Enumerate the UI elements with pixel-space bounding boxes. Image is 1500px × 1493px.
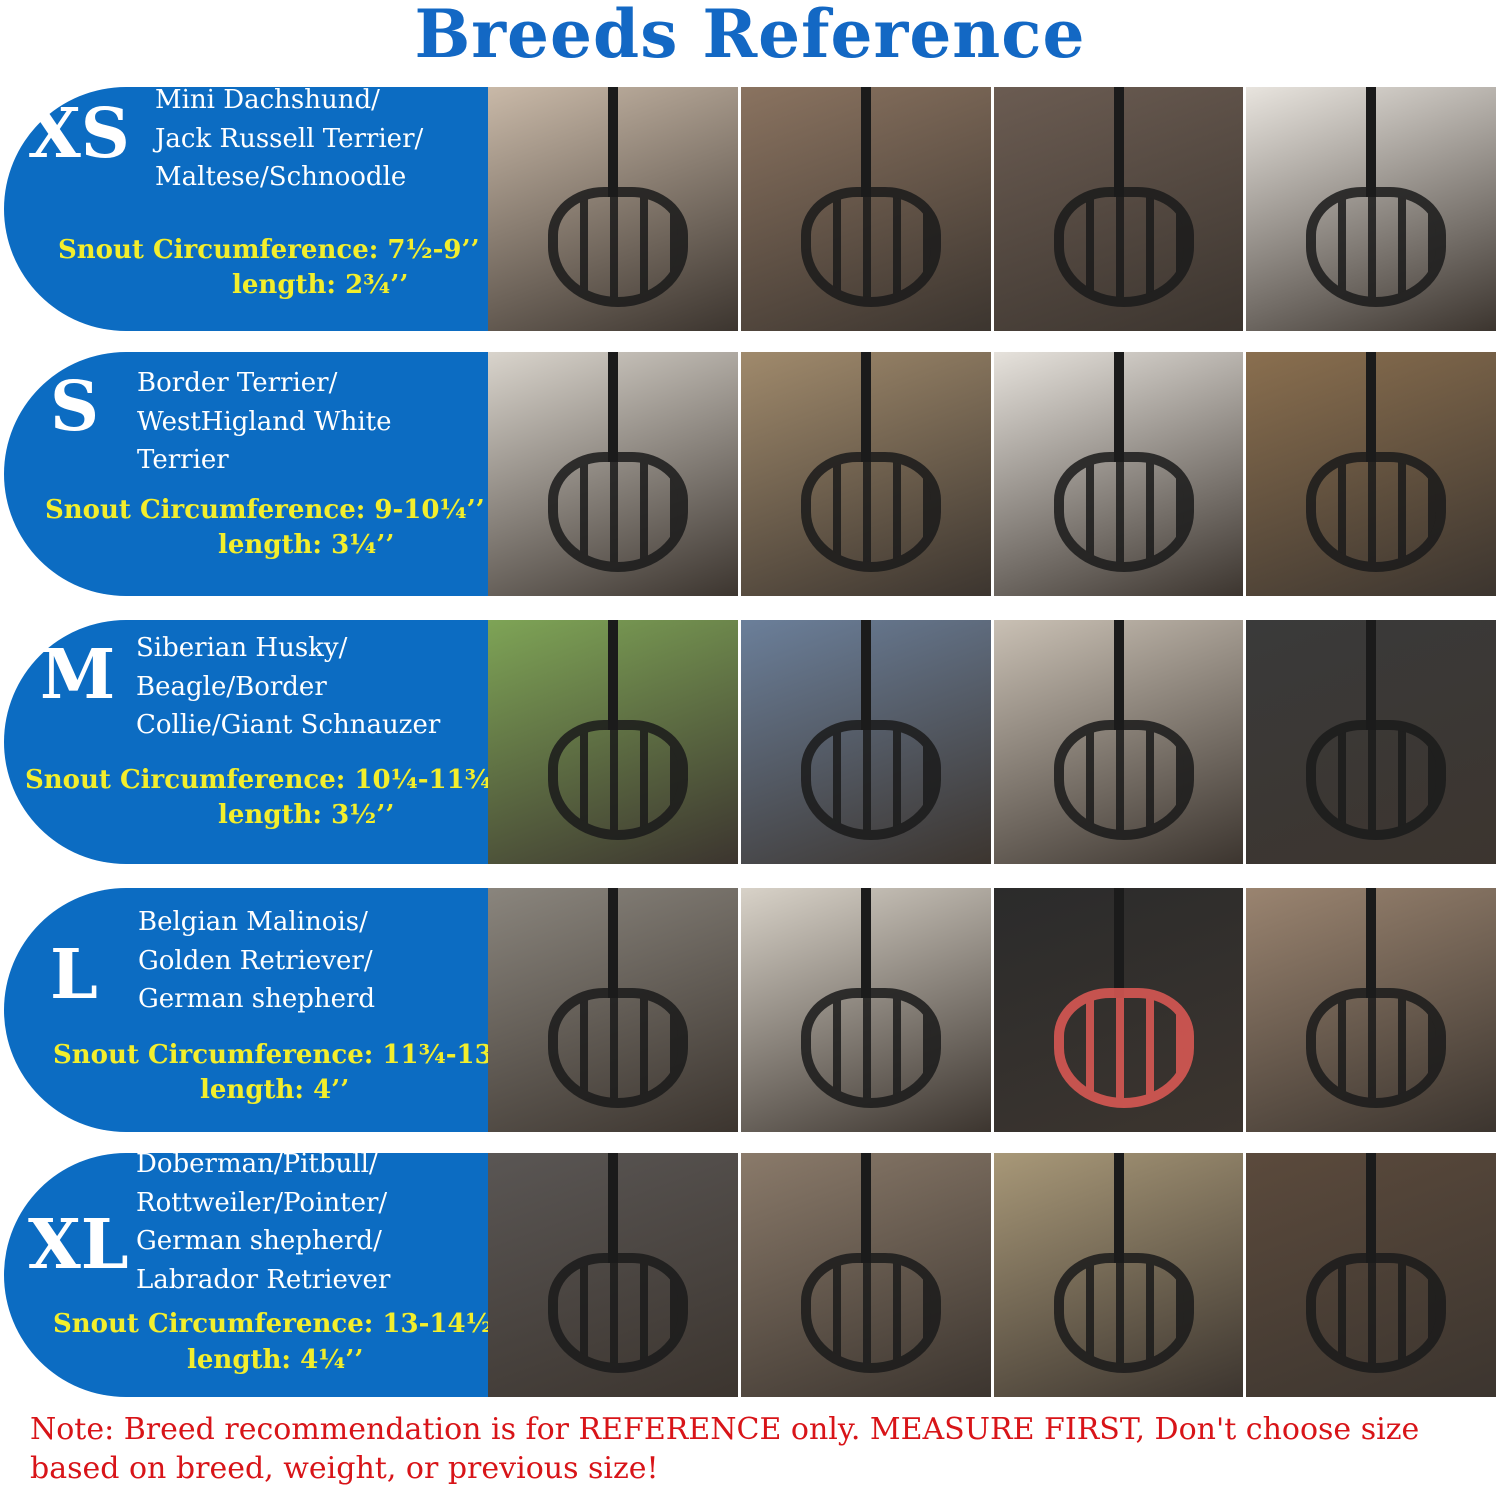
dog-photo [488,352,738,596]
photo-strip [488,352,1496,596]
snout-length: length: 3¼’’ [218,530,395,560]
dog-photo [740,1153,991,1397]
muzzle-icon [1053,452,1194,572]
dog-photo [740,620,991,864]
size-row-m: M Siberian Husky/ Beagle/Border Collie/G… [0,620,1500,864]
photo-strip [488,620,1496,864]
photo-strip [488,1153,1496,1397]
muzzle-strap [608,1153,618,1263]
dog-photo [1246,352,1496,596]
muzzle-icon [1053,988,1194,1108]
snout-length: length: 3½’’ [218,800,395,830]
dog-photo [1246,87,1496,331]
dog-photo [488,888,738,1132]
dog-photo [1246,620,1496,864]
size-panel: XL Doberman/Pitbull/ Rottweiler/Pointer/… [4,1149,511,1397]
snout-length: length: 2¾’’ [232,270,409,300]
muzzle-strap [860,888,871,998]
muzzle-icon [548,452,688,572]
breed-list: Belgian Malinois/ Golden Retriever/ Germ… [138,907,376,1014]
photo-strip [488,87,1496,331]
size-label: S [50,367,100,447]
dog-photo [740,888,991,1132]
muzzle-icon [800,452,941,572]
snout-circumference: Snout Circumference: 7½-9’’ [58,235,480,265]
muzzle-strap [1366,888,1377,998]
size-panel: L Belgian Malinois/ Golden Retriever/ Ge… [4,888,511,1132]
muzzle-icon [548,187,688,307]
muzzle-icon [1306,720,1447,840]
size-label: M [40,635,116,715]
muzzle-icon [800,187,941,307]
dog-photo [993,87,1244,331]
muzzle-icon [1306,1253,1447,1373]
muzzle-icon [1306,187,1447,307]
snout-circumference: Snout Circumference: 11¾-13’’ [53,1040,511,1070]
page-title: Breeds Reference [414,0,1086,73]
muzzle-icon [800,1253,941,1373]
size-label: XL [28,1205,129,1285]
size-row-xs: XS Mini Dachshund/ Jack Russell Terrier/… [0,85,1500,331]
muzzle-strap [1113,620,1124,730]
snout-length: length: 4’’ [200,1075,350,1105]
dog-photo [1246,1153,1496,1397]
dog-photo [488,87,738,331]
photo-strip [488,888,1496,1132]
dog-photo [993,888,1244,1132]
muzzle-strap [1366,1153,1377,1263]
muzzle-icon [800,720,941,840]
dog-photo [740,87,991,331]
muzzle-strap [608,620,618,730]
dog-photo [993,1153,1244,1397]
muzzle-strap [608,888,618,998]
size-row-xl: XL Doberman/Pitbull/ Rottweiler/Pointer/… [0,1149,1500,1397]
muzzle-icon [548,1253,688,1373]
muzzle-icon [1306,452,1447,572]
muzzle-strap [1113,888,1124,998]
size-panel: M Siberian Husky/ Beagle/Border Collie/G… [4,620,510,864]
size-panel: S Border Terrier/ WestHigland White Terr… [4,352,490,596]
muzzle-icon [1053,720,1194,840]
muzzle-strap [1366,87,1377,197]
muzzle-icon [1053,187,1194,307]
muzzle-strap [860,1153,871,1263]
size-row-l: L Belgian Malinois/ Golden Retriever/ Ge… [0,888,1500,1132]
snout-circumference: Snout Circumference: 13-14½’’ [53,1309,511,1339]
snout-circumference: Snout Circumference: 10¼-11¾’’ [25,765,510,795]
muzzle-icon [548,988,688,1108]
dog-photo [1246,888,1496,1132]
dog-photo [993,620,1244,864]
size-label: L [50,935,98,1015]
dog-photo [993,352,1244,596]
muzzle-icon [548,720,688,840]
breed-list: Doberman/Pitbull/ Rottweiler/Pointer/ Ge… [136,1149,391,1295]
dog-photo [488,620,738,864]
muzzle-strap [1366,620,1377,730]
snout-length: length: 4¼’’ [187,1345,364,1375]
size-row-s: S Border Terrier/ WestHigland White Terr… [0,352,1500,596]
muzzle-strap [1113,352,1124,462]
muzzle-strap [860,352,871,462]
breed-list: Siberian Husky/ Beagle/Border Collie/Gia… [136,633,441,740]
muzzle-strap [1113,87,1124,197]
muzzle-strap [1366,352,1377,462]
breed-list: Mini Dachshund/ Jack Russell Terrier/ Ma… [155,85,424,192]
muzzle-icon [1053,1253,1194,1373]
muzzle-icon [800,988,941,1108]
muzzle-strap [1113,1153,1124,1263]
muzzle-icon [1306,988,1447,1108]
snout-circumference: Snout Circumference: 9-10¼’’ [45,495,485,525]
muzzle-strap [608,352,618,462]
dog-photo [740,352,991,596]
muzzle-strap [860,620,871,730]
size-panel: XS Mini Dachshund/ Jack Russell Terrier/… [4,85,490,331]
muzzle-strap [860,87,871,197]
dog-photo [488,1153,738,1397]
muzzle-strap [608,87,618,197]
note-text: Note: Breed recommendation is for REFERE… [30,1412,1420,1486]
size-label: XS [28,94,130,174]
breed-list: Border Terrier/ WestHigland White Terrie… [137,368,392,475]
